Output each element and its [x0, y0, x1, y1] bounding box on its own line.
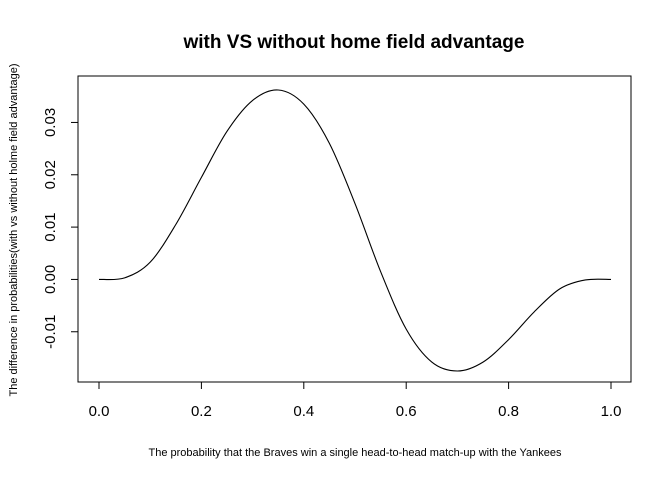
y-tick-label: 0.00	[42, 265, 59, 294]
x-tick-label: 0.6	[396, 403, 417, 420]
series-line	[98, 89, 612, 372]
x-tick-label: 0.2	[191, 403, 212, 420]
x-tick-label: 0.0	[89, 403, 110, 420]
y-tick-label: 0.02	[42, 160, 59, 189]
x-tick-label: 0.8	[498, 403, 519, 420]
x-tick-label: 1.0	[601, 403, 622, 420]
chart-title: with VS without home field advantage	[183, 32, 525, 53]
y-tick-label: -0.01	[42, 315, 59, 349]
y-tick-label: 0.03	[42, 108, 59, 137]
y-tick-label: 0.01	[42, 212, 59, 241]
x-tick-label: 0.4	[293, 403, 314, 420]
plot-frame	[77, 75, 632, 383]
y-axis: -0.01 0.00 0.01 0.02 0.03	[42, 108, 79, 349]
x-axis: 0.0 0.2 0.4 0.6 0.8 1.0	[89, 381, 622, 420]
y-axis-label: The difference in probabilities(with vs …	[8, 63, 20, 396]
x-axis-label: The probability that the Braves win a si…	[149, 447, 562, 459]
